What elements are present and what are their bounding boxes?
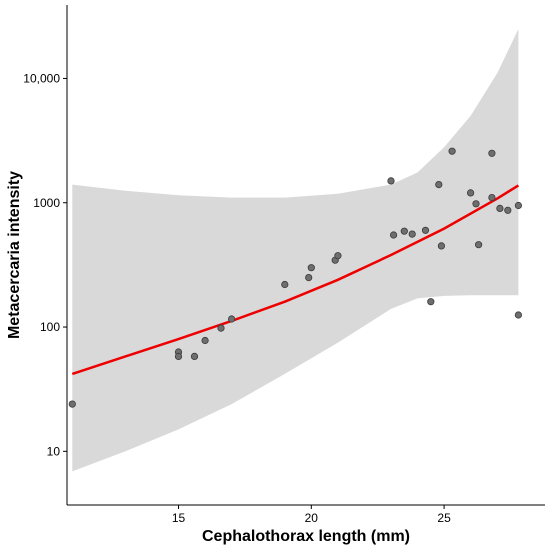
x-axis-title: Cephalothorax length (mm) [202, 528, 410, 545]
data-point-16 [421, 226, 430, 234]
data-point-21 [466, 189, 475, 197]
data-point-24 [488, 149, 496, 157]
y-tick-label-1000: 1000 [33, 196, 60, 210]
data-point-6 [228, 315, 236, 323]
data-point-11 [334, 252, 342, 260]
confidence-band-layer [72, 29, 519, 472]
data-point-22 [472, 200, 480, 208]
y-tick-label-100: 100 [40, 320, 60, 334]
data-point-12 [387, 177, 395, 185]
data-point-2 [174, 352, 183, 360]
data-point-9 [307, 264, 315, 272]
data-point-15 [408, 230, 416, 238]
data-point-26 [496, 204, 504, 212]
data-point-13 [389, 231, 398, 239]
x-tick-label-25: 25 [437, 511, 451, 525]
y-tick-label-10: 10 [47, 444, 61, 458]
ticks-layer: 15 20 25 10 100 1000 10,000 [23, 71, 451, 525]
axes-layer [66, 5, 545, 506]
data-point-8 [305, 273, 313, 282]
data-point-19 [437, 242, 445, 250]
data-point-5 [217, 324, 225, 332]
x-tick-label-15: 15 [172, 511, 186, 525]
data-point-29 [514, 311, 523, 319]
data-points-layer [68, 147, 523, 408]
data-point-18 [435, 181, 443, 189]
fit-line [71, 184, 520, 376]
y-tick-label-10000: 10,000 [23, 71, 60, 85]
y-axis-title: Metacercaria intensity [6, 171, 23, 339]
x-tick-label-20: 20 [305, 511, 319, 525]
data-point-20 [448, 147, 456, 155]
data-point-3 [190, 352, 199, 360]
data-point-17 [427, 298, 435, 306]
data-point-4 [201, 336, 209, 345]
data-point-23 [474, 241, 483, 249]
data-point-14 [400, 227, 408, 235]
data-point-28 [514, 201, 523, 210]
data-point-7 [281, 280, 289, 289]
data-point-25 [488, 194, 496, 202]
confidence-band [72, 29, 519, 472]
data-point-0 [68, 400, 76, 408]
data-point-27 [504, 206, 512, 214]
fit-line-layer [71, 184, 520, 376]
